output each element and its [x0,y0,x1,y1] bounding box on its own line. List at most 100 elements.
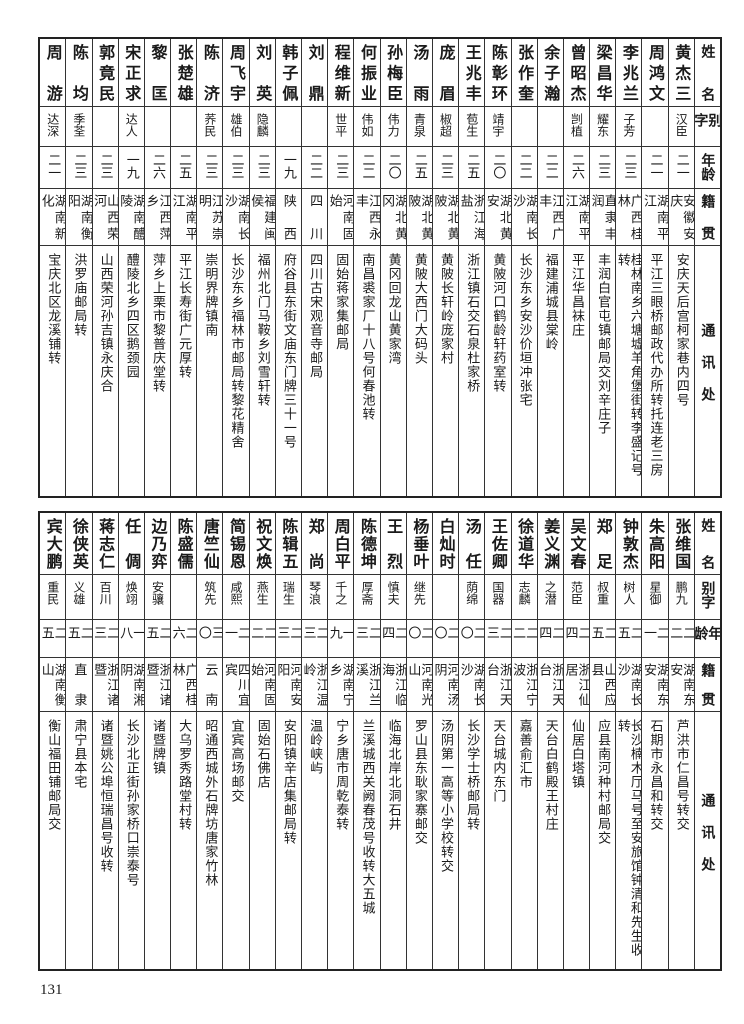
age-cell-text: 二一 [673,153,689,179]
alias-cell-text: 瑞生 [281,581,296,605]
address-cell-text: 临海北岸北洞石井 [385,719,401,831]
address-cell: 宁乡唐市周乾泰转 [328,712,353,969]
alias-cell-text: 青泉 [412,113,427,137]
name-cell: 徐侠英 [66,513,92,575]
age-cell: 二五 [66,620,92,658]
address-cell: 醴陵北乡四区鹅颈园 [119,246,144,496]
alias-cell-text: 志麟 [517,581,532,605]
header-age: 年龄 [694,620,720,658]
age-cell-text: 二三 [202,153,218,179]
address-cell-text: 平江长寿街广元厚转 [176,253,192,379]
name-cell: 孙梅臣 [380,39,406,107]
alias-cell-text: 剀植 [569,113,584,137]
origin-cell: 湖南醴陵 [118,189,144,246]
alias-cell-text: 义雄 [71,581,86,605]
name-cell-text: 陈盛儒 [174,518,194,569]
alias-cell: 叔重 [590,575,616,620]
age-cell: 二三 [92,620,118,658]
origin-cell-text: 广西桂林 [616,194,642,240]
age-cell-text: 二三 [92,626,118,639]
address-cell-text: 应县南河种村邮局交 [595,719,611,845]
origin-cell-text: 山西应县 [590,663,616,706]
name-cell: 黄杰三 [668,39,694,107]
origin-cell-text: 河南固始 [249,663,275,706]
age-cell-text: 二五 [616,626,642,639]
name-cell-text: 白灿时 [436,518,456,569]
alias-cell-text: 鹏九 [674,581,689,605]
alias-cell-text: 继先 [412,581,427,605]
address-cell-text: 石期市永昌和转交 [647,719,663,831]
address-cell: 宜宾高场邮交 [223,712,248,969]
name-cell-text: 王佐卿 [488,518,508,569]
origin-cell-text: 山西荣河 [92,194,118,240]
alias-cell [302,107,328,147]
address-cell: 固始蒋家集邮局 [328,246,353,496]
address-cell-text: 南昌裘家厂十八号何春池转 [359,253,375,421]
name-cell: 姜义渊 [537,513,563,575]
origin-cell-text: 湖南新化 [40,194,66,240]
person-record: 庞眉 椒超 二三 湖北黄陂 黄陂长轩岭庞家村 [431,39,459,496]
header-label: 通讯处 [699,323,716,419]
person-record: 钟敦杰 树人 二五 湖南长沙 长沙楠木厅马号至安旅馆钟清和先生收转 [615,513,642,969]
age-cell: 二三 [432,147,459,189]
alias-cell [537,107,563,147]
person-record: 黄杰三 汉臣 二一 安徽安庆 安庆天后宫柯家巷内四号 [667,39,694,496]
origin-cell: 湖南平江 [642,189,668,246]
address-cell: 温岭峡屿 [302,712,327,969]
person-record: 郑足 叔重 二五 山西应县 应县南河种村邮局交 [589,513,616,969]
alias-cell: 焕翊 [118,575,144,620]
name-cell-text: 王烈 [384,518,404,569]
alias-cell-text: 树人 [621,581,636,605]
person-record: 姜义渊 之潜 二四 浙江天台 天台白鹤殿王村庄 [536,513,563,969]
age-cell-text: 二一 [642,626,668,639]
address-cell-text: 丰润白官屯镇邮局交刘辛庄子 [595,253,611,435]
name-cell-text: 庞眉 [436,44,456,101]
person-record: 孙梅臣 伟力 二〇 湖北黄冈 黄冈回龙山黄家湾 [379,39,406,496]
name-cell-text: 张维国 [672,518,692,569]
name-cell: 周飞宇 [223,39,249,107]
age-cell-text: 二三 [333,153,349,179]
header-column: 姓名 别字 年龄 籍贯 通讯处 [693,513,720,969]
person-record: 张作奎 二二 湖南长沙 长沙东乡安沙价垣冲张宅 [510,39,537,496]
alias-cell: 之潜 [537,575,563,620]
age-cell-text: 二四 [563,626,590,639]
name-cell: 周鸿文 [642,39,668,107]
address-cell: 黄冈回龙山黄家湾 [381,246,406,496]
age-cell: 二二 [668,620,694,658]
origin-cell: 四川宜宾 [223,658,249,712]
name-cell: 汤任 [459,513,485,575]
name-cell-text: 刘英 [253,44,273,101]
age-cell: 一八 [118,620,144,658]
name-cell-text: 陈辑五 [279,518,299,569]
origin-cell: 湖北黄安 [485,189,511,246]
name-cell-text: 宋正求 [122,44,142,101]
origin-cell: 直隶 [66,658,92,712]
name-cell-text: 朱高阳 [646,518,666,569]
person-record: 朱高阳 星御 二一 湖南东安 石期市永昌和转交 [641,513,668,969]
age-cell: 二〇 [459,620,485,658]
alias-cell: 鹏九 [668,575,694,620]
origin-cell: 河南光山 [406,658,432,712]
origin-cell-text: 湖北黄陂 [406,194,432,240]
person-record: 徐侠英 义雄 二五 直隶 肃宁县本宅 [65,513,92,969]
name-cell-text: 程维新 [331,44,351,101]
address-cell-text: 崇明界牌镇南 [202,253,218,337]
name-cell-text: 郑尚 [305,518,325,569]
age-cell: 二三 [249,147,275,189]
header-name: 姓名 [694,513,720,575]
alias-cell-text: 焕翊 [124,581,139,605]
age-cell: 二〇 [406,620,432,658]
origin-cell: 湖南东安 [642,658,668,712]
address-cell-text: 昭通西城外石牌坊唐家竹林 [202,719,218,887]
age-cell: 二一 [40,147,66,189]
address-cell-text: 宝庆北区龙溪铺转 [45,253,61,365]
name-cell: 郑足 [590,513,616,575]
name-cell-text: 周鸿文 [646,44,666,101]
age-cell: 二一 [642,147,668,189]
address-cell: 黄陂长轩岭庞家村 [433,246,458,496]
address-cell-text: 芦洪市仁昌号转交 [673,719,689,831]
name-cell: 梁昌华 [590,39,616,107]
origin-cell-text: 浙江海盐 [459,194,485,240]
origin-cell: 湖南宁乡 [328,658,354,712]
alias-cell: 志麟 [511,575,537,620]
